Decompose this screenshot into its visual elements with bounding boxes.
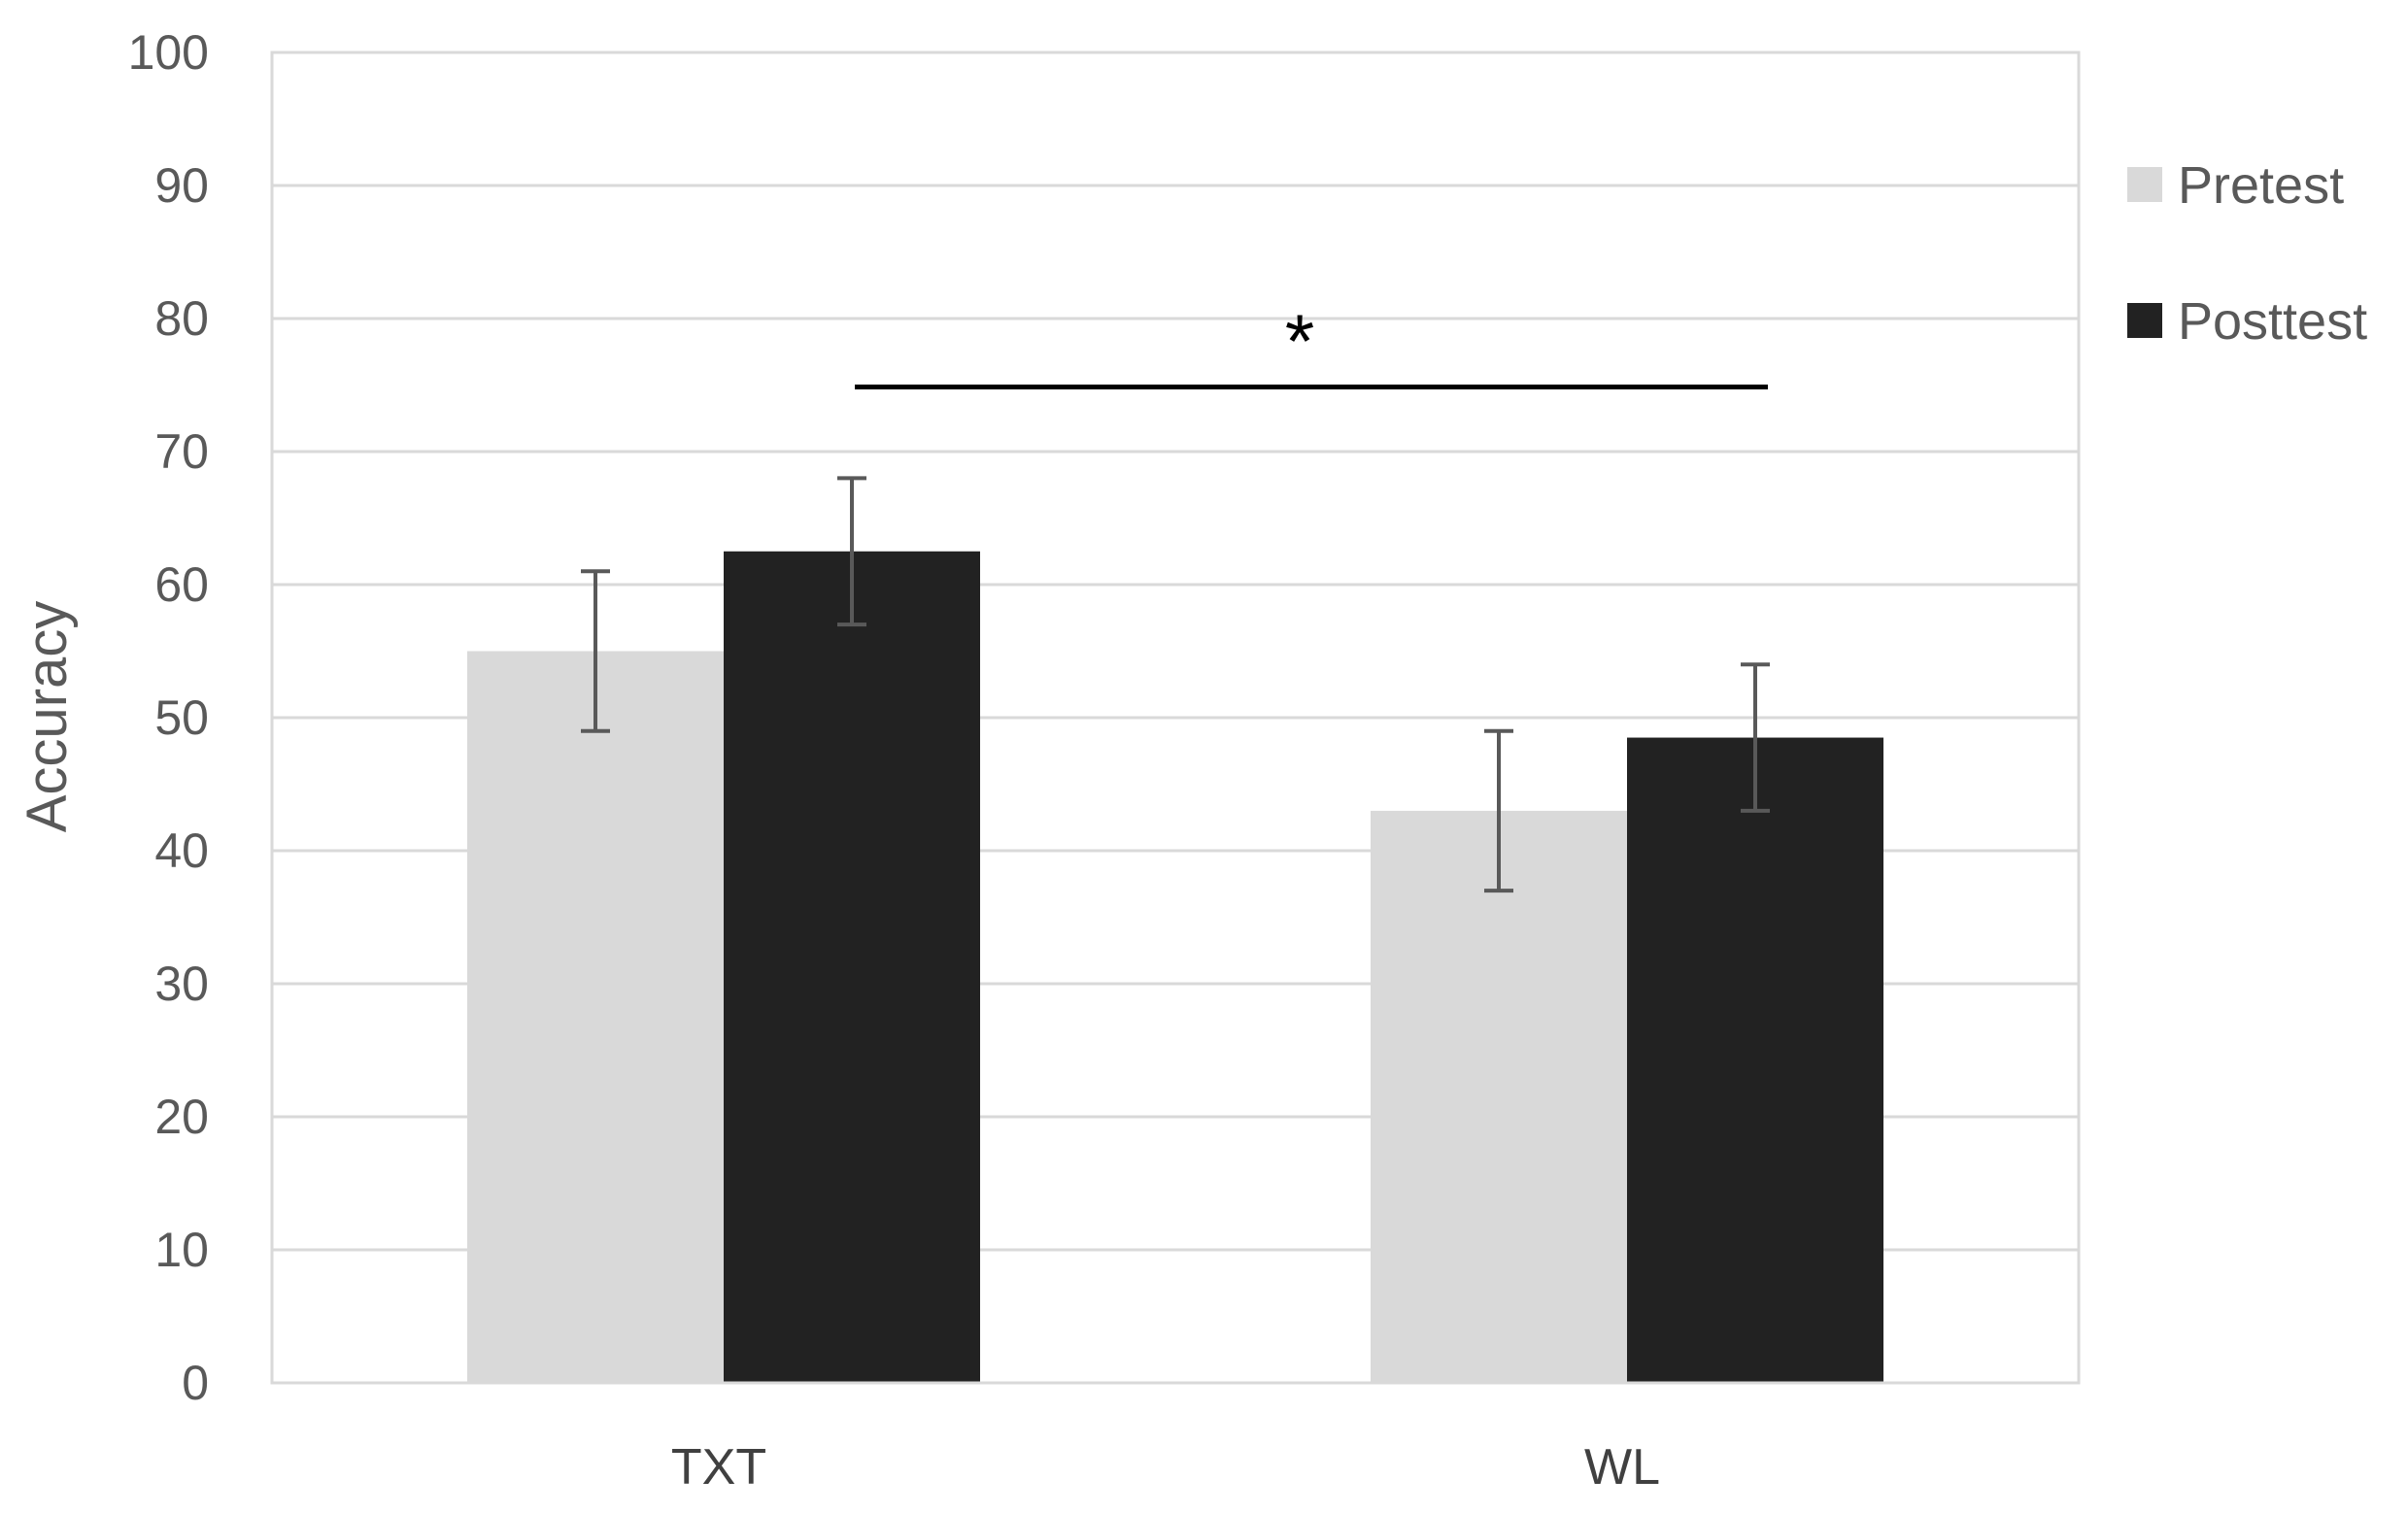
significance-asterisk: *: [1285, 298, 1314, 384]
x-category-labels: TXT WL: [671, 1439, 1660, 1496]
error-bar-posttest-wl: [1741, 662, 1770, 813]
legend: Pretest Posttest: [2127, 156, 2367, 351]
legend-swatch-posttest: [2127, 303, 2162, 338]
y-tick-label: 0: [182, 1356, 209, 1410]
significance-annotation: *: [855, 298, 1768, 389]
bars: [467, 551, 1883, 1383]
y-tick-label: 60: [154, 557, 209, 612]
y-tick-label: 40: [154, 824, 209, 878]
legend-label-posttest: Posttest: [2178, 292, 2367, 351]
bar-pretest-txt: [467, 651, 724, 1383]
bar-pretest-wl: [1371, 810, 1627, 1383]
y-tick-label: 100: [128, 25, 209, 80]
plot-frame: [270, 50, 2081, 1385]
y-tick-labels: 0 10 20 30 40 50 60 70 80 90 100: [128, 25, 209, 1410]
legend-label-pretest: Pretest: [2178, 156, 2344, 215]
x-category-label: WL: [1584, 1439, 1660, 1496]
error-bar-posttest-txt: [837, 476, 866, 627]
y-tick-label: 20: [154, 1090, 209, 1144]
error-bar-pretest-wl: [1484, 728, 1513, 893]
y-tick-label: 90: [154, 158, 209, 213]
bar-posttest-wl: [1627, 737, 1883, 1383]
legend-swatch-pretest: [2127, 167, 2162, 202]
y-tick-label: 10: [154, 1223, 209, 1277]
y-axis-title: Accuracy: [16, 601, 79, 833]
x-category-label: TXT: [671, 1439, 766, 1496]
y-tick-label: 30: [154, 957, 209, 1011]
error-bars: [581, 476, 1770, 893]
y-tick-label: 80: [154, 291, 209, 346]
y-tick-label: 70: [154, 424, 209, 479]
error-bar-pretest-txt: [581, 569, 610, 733]
y-tick-label: 50: [154, 690, 209, 745]
bar-posttest-txt: [724, 551, 980, 1383]
